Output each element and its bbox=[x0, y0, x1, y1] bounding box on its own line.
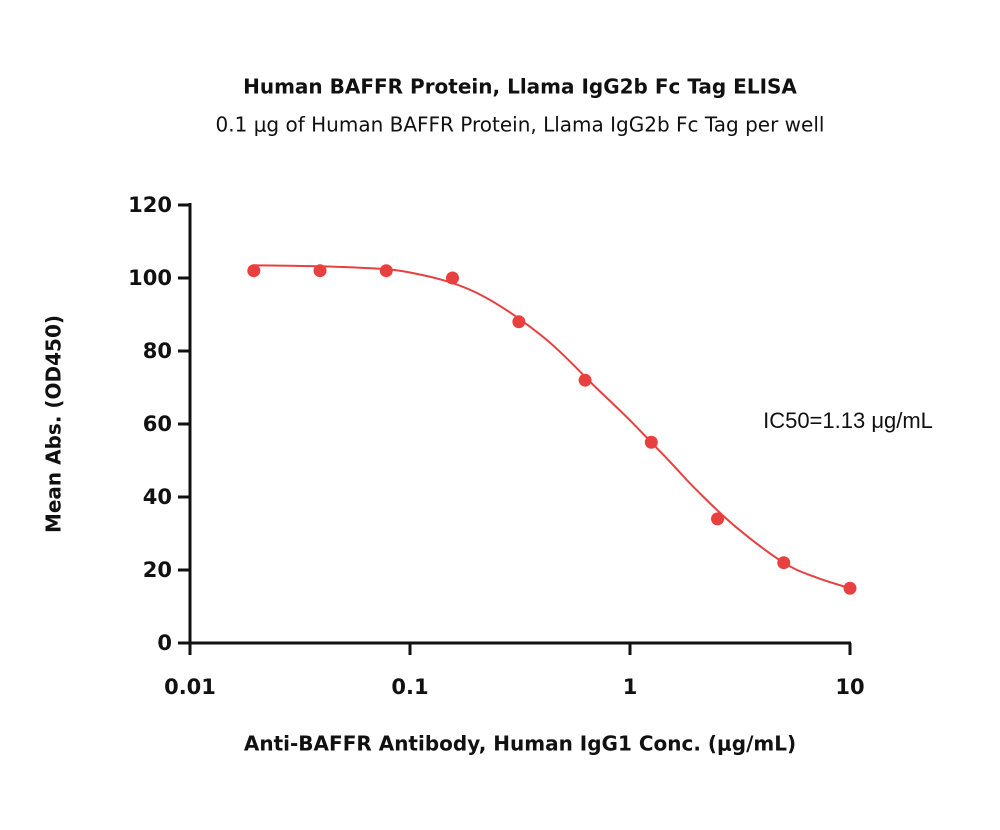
data-point bbox=[379, 264, 393, 278]
fit-curve bbox=[253, 264, 851, 590]
y-tick-label: 80 bbox=[143, 339, 172, 363]
x-tick-label: 10 bbox=[835, 675, 864, 699]
annotation: IC50=1.13 μg/mL bbox=[763, 408, 933, 433]
y-tick-label: 20 bbox=[143, 558, 172, 582]
chart-title: Human BAFFR Protein, Llama IgG2b Fc Tag … bbox=[243, 75, 797, 99]
y-tick-label: 0 bbox=[157, 631, 172, 655]
x-axis-label: Anti-BAFFR Antibody, Human IgG1 Conc. (μ… bbox=[244, 732, 796, 756]
x-tick-label: 0.01 bbox=[164, 675, 216, 699]
data-point bbox=[313, 264, 327, 278]
x-tick-label: 0.1 bbox=[391, 675, 428, 699]
chart-subtitle: 0.1 μg of Human BAFFR Protein, Llama IgG… bbox=[216, 113, 825, 137]
y-tick-label: 60 bbox=[143, 412, 172, 436]
x-tick-label: 1 bbox=[623, 675, 638, 699]
y-axis-label: Mean Abs. (OD450) bbox=[42, 315, 66, 533]
y-tick-label: 100 bbox=[128, 266, 172, 290]
y-tick-label: 40 bbox=[143, 485, 172, 509]
data-point bbox=[578, 373, 592, 387]
data-point bbox=[247, 264, 261, 278]
data-point bbox=[711, 512, 725, 526]
data-point bbox=[512, 315, 526, 329]
y-tick-label: 120 bbox=[128, 193, 172, 217]
